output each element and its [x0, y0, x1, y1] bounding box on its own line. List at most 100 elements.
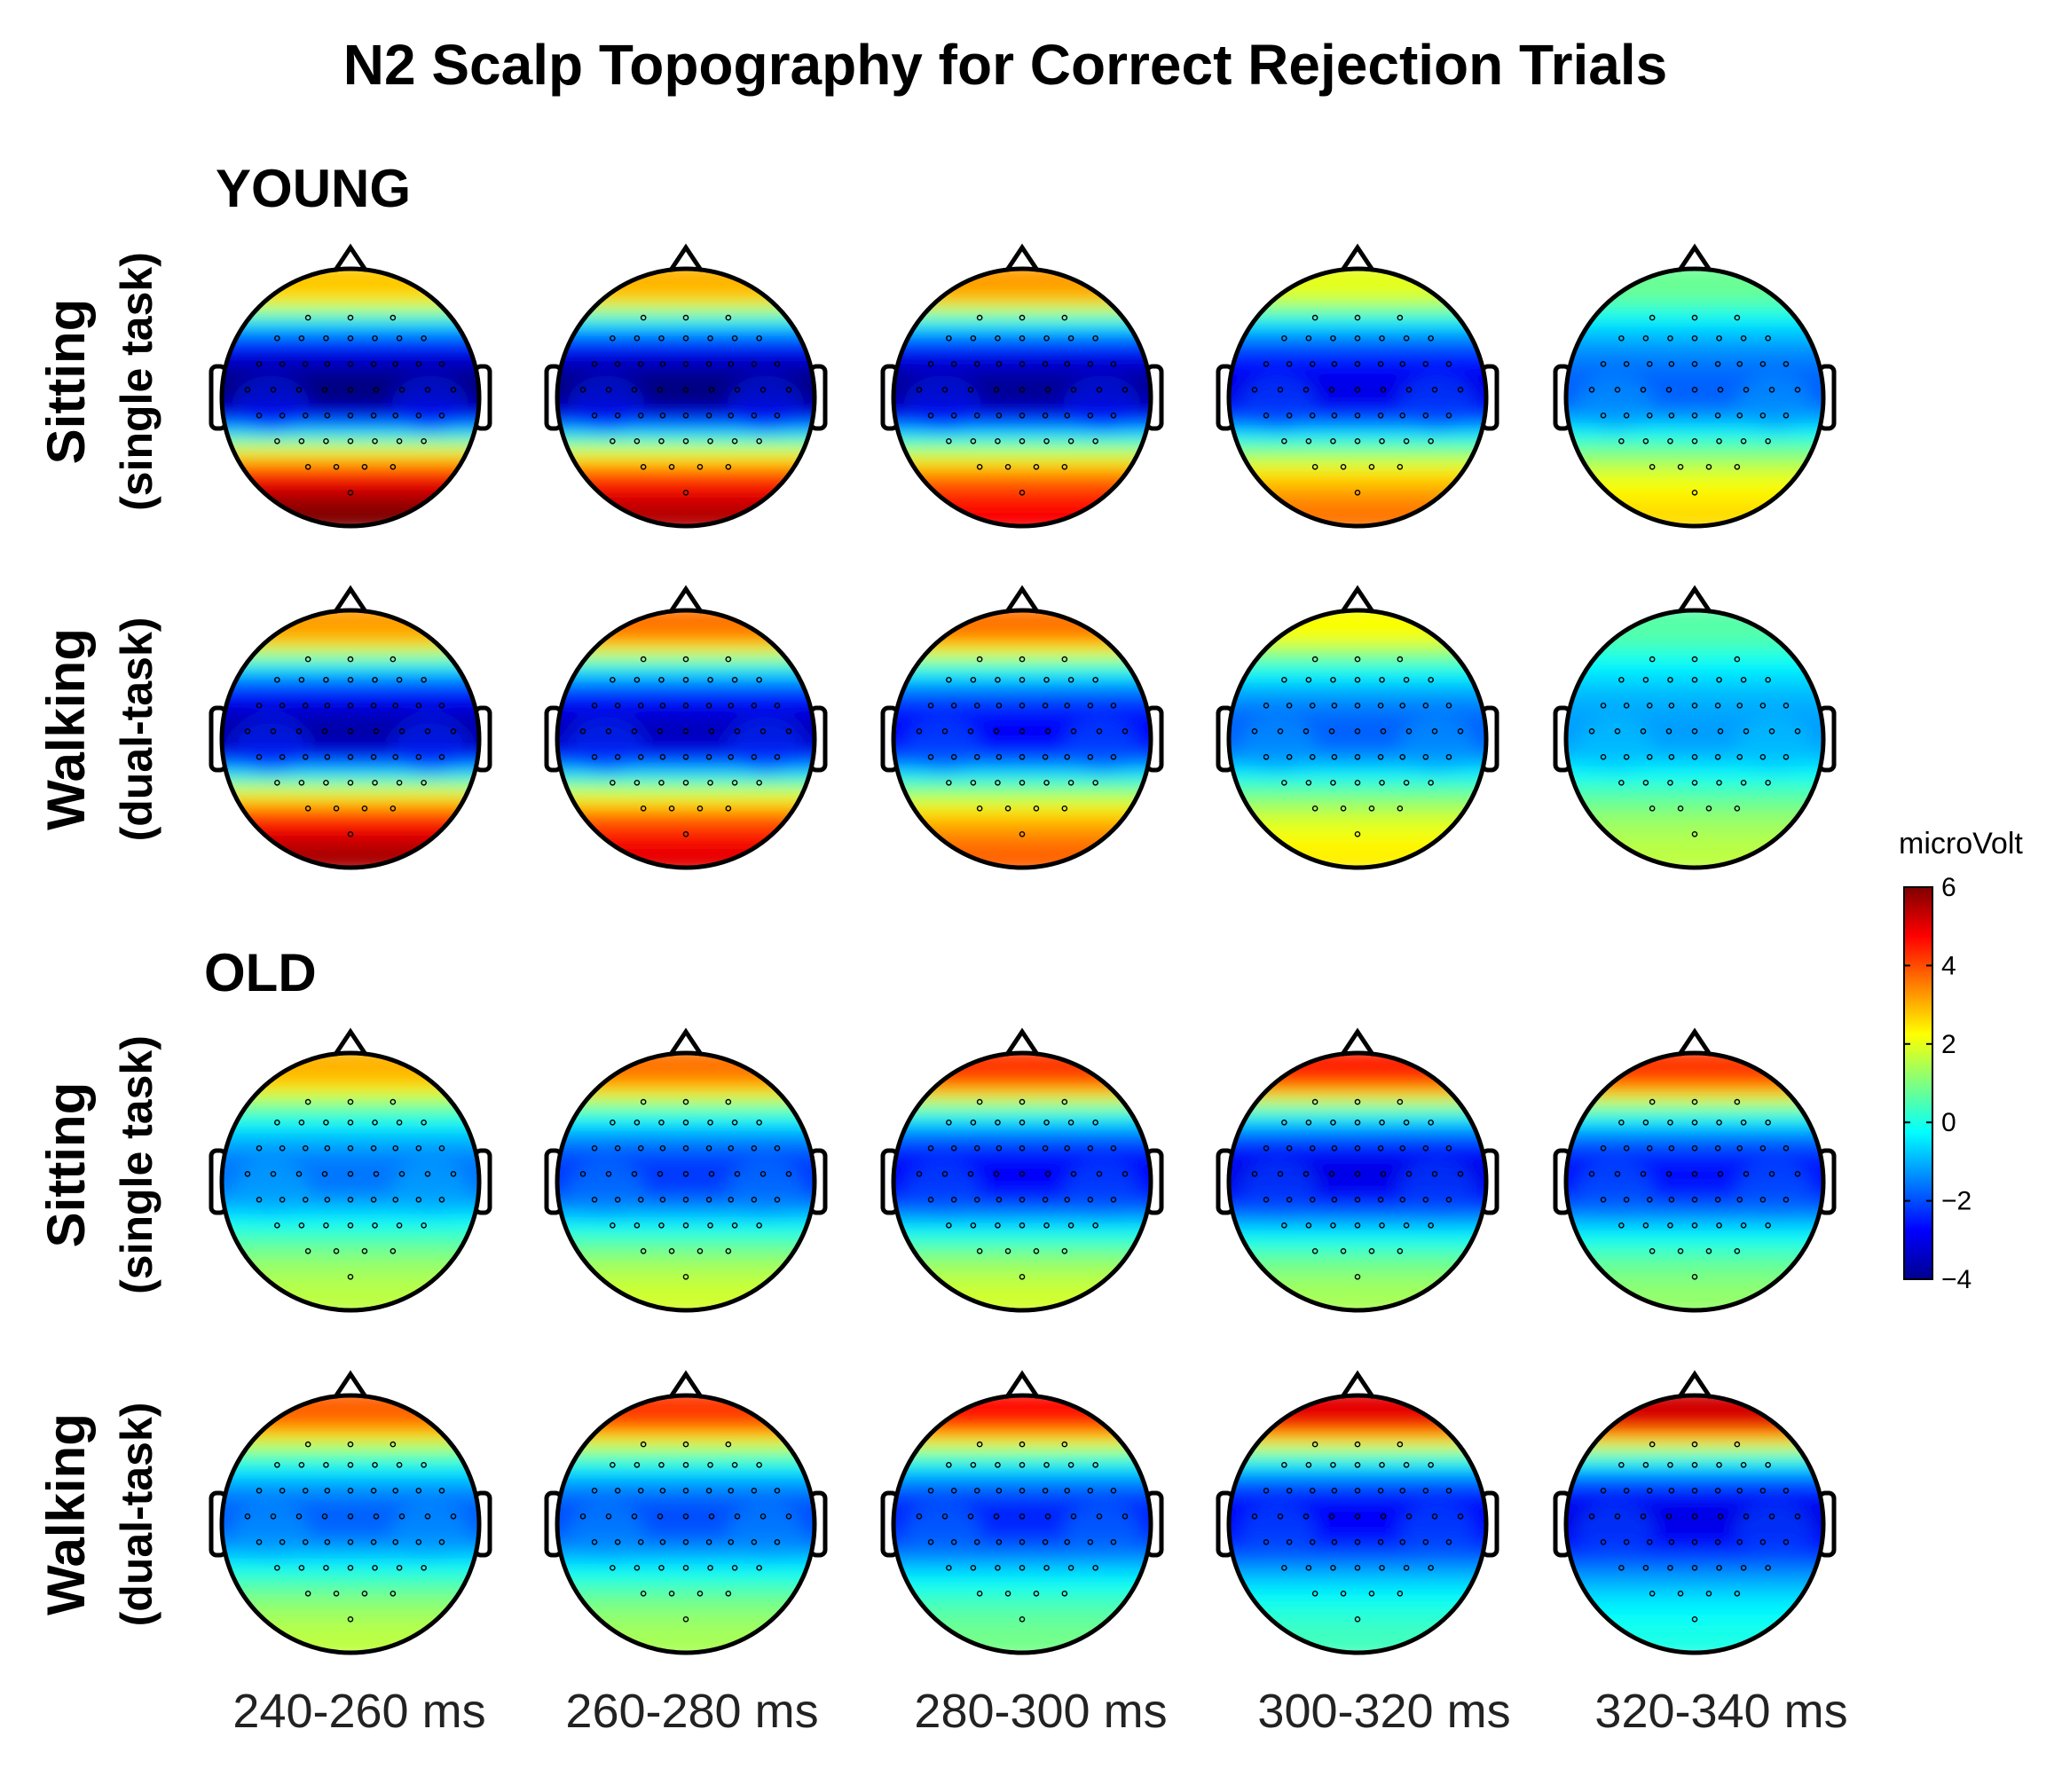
topo-map [209, 1370, 492, 1655]
nose [332, 1027, 369, 1057]
row-sublabel-old-walking: (dual-task) [112, 1403, 161, 1627]
topography-grid [209, 243, 1837, 1655]
electrode-markers [1588, 656, 1801, 837]
figure-title: N2 Scalp Topography for Correct Rejectio… [343, 33, 1667, 97]
nose [667, 585, 704, 615]
nose [332, 243, 369, 273]
electrode-markers [244, 1441, 457, 1623]
head-outline [891, 266, 1153, 529]
head-outline [891, 1050, 1153, 1313]
topo-map [544, 1027, 828, 1313]
topo-map [209, 243, 492, 529]
electrode-markers [1251, 1441, 1464, 1623]
row-label-young-sitting: Sitting [36, 299, 96, 465]
head-outline [219, 608, 482, 870]
electrode-markers [579, 1098, 792, 1280]
electrode-markers [916, 1098, 1129, 1280]
colorbar-tick-label: 6 [1941, 873, 1956, 902]
electrode-markers [1251, 1098, 1464, 1280]
time-window-label: 260-280 ms [565, 1685, 818, 1738]
head-outline [1226, 1393, 1489, 1655]
row-sublabel-young-walking: (dual-task) [112, 617, 161, 842]
head-outline [1226, 266, 1489, 529]
head-outline [891, 608, 1153, 870]
row-sublabel-old-sitting: (single task) [112, 1035, 161, 1294]
nose [667, 1370, 704, 1400]
topo-map [544, 243, 828, 529]
head-outline [555, 1050, 817, 1313]
time-window-label: 280-300 ms [914, 1685, 1167, 1738]
colorbar-label: microVolt [1899, 827, 2023, 861]
topo-map [1553, 1027, 1837, 1313]
nose [332, 585, 369, 615]
electrode-markers [579, 1441, 792, 1623]
time-window-label: 240-260 ms [232, 1685, 485, 1738]
head-outline [555, 266, 817, 529]
electrode-markers [244, 1098, 457, 1280]
head-outline [1563, 266, 1826, 529]
electrode-markers [244, 656, 457, 837]
topo-map [1216, 1370, 1499, 1655]
nose [1004, 1027, 1041, 1057]
head-outline [555, 608, 817, 870]
head-outline [555, 1393, 817, 1655]
topo-map [1216, 1027, 1499, 1313]
topo-map [544, 585, 828, 870]
nose [1004, 243, 1041, 273]
row-label-young-walking: Walking [36, 628, 96, 830]
head-outline [219, 266, 482, 529]
electrode-markers [1588, 1441, 1801, 1623]
head-outline [219, 1393, 482, 1655]
topo-map [880, 585, 1164, 870]
colorbar-tick-label: −2 [1941, 1187, 1972, 1216]
time-window-label: 320-340 ms [1594, 1685, 1847, 1738]
electrode-markers [916, 314, 1129, 496]
topo-map [1553, 243, 1837, 529]
nose [1676, 1027, 1713, 1057]
topo-map [209, 585, 492, 870]
nose [1676, 585, 1713, 615]
electrode-markers [916, 656, 1129, 837]
time-window-label: 300-320 ms [1257, 1685, 1510, 1738]
topo-map [1553, 1370, 1837, 1655]
topo-map [1216, 585, 1499, 870]
colorbar-tick-label: 4 [1941, 951, 1956, 980]
electrode-markers [916, 1441, 1129, 1623]
colorbar: microVolt 6 4 2 0 −2 −4 [1899, 827, 2023, 1294]
nose [1676, 1370, 1713, 1400]
group-label-young: YOUNG [216, 159, 411, 218]
head-outline [1563, 1393, 1826, 1655]
head-outline [1226, 608, 1489, 870]
head-outline [1563, 608, 1826, 870]
topo-map [880, 1370, 1164, 1655]
topo-map [209, 1027, 492, 1313]
electrode-markers [1588, 1098, 1801, 1280]
nose [1339, 585, 1376, 615]
topo-map [1553, 585, 1837, 870]
row-label-old-sitting: Sitting [36, 1082, 96, 1248]
colorbar-tick-label: 2 [1941, 1030, 1956, 1059]
electrode-markers [1588, 314, 1801, 496]
topo-map [880, 243, 1164, 529]
electrode-markers [244, 314, 457, 496]
group-label-old: OLD [204, 943, 317, 1002]
nose [1339, 243, 1376, 273]
nose [1676, 243, 1713, 273]
colorbar-gradient [1903, 886, 1933, 1280]
colorbar-tick-label: −4 [1941, 1265, 1972, 1294]
head-outline [1226, 1050, 1489, 1313]
topo-map [544, 1370, 828, 1655]
colorbar-ticks: 6 4 2 0 −2 −4 [1904, 873, 1972, 1294]
nose [667, 243, 704, 273]
nose [667, 1027, 704, 1057]
electrode-markers [1251, 656, 1464, 837]
topo-map [880, 1027, 1164, 1313]
electrode-markers [1251, 314, 1464, 496]
topo-map [1216, 243, 1499, 529]
row-sublabel-young-sitting: (single task) [112, 252, 161, 511]
row-label-old-walking: Walking [36, 1413, 96, 1615]
electrode-markers [579, 314, 792, 496]
head-outline [891, 1393, 1153, 1655]
nose [1339, 1370, 1376, 1400]
